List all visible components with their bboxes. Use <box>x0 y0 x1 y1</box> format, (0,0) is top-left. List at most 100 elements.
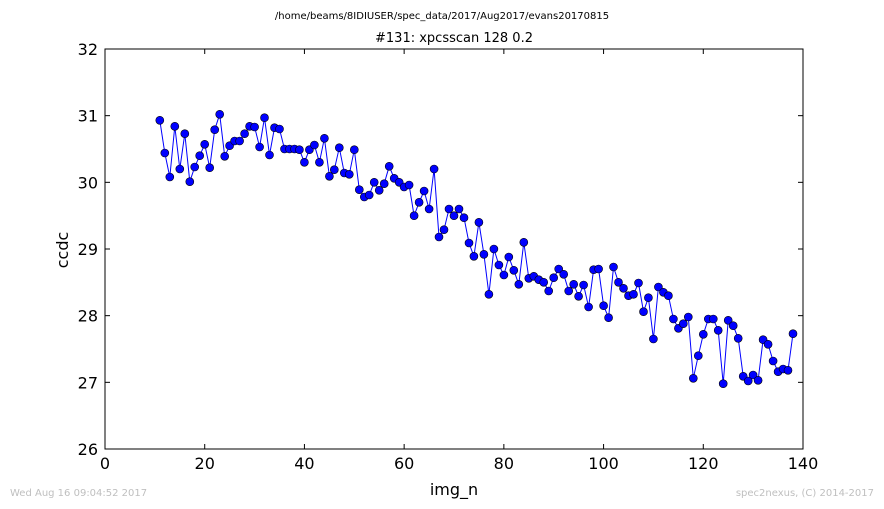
data-point <box>310 140 319 150</box>
data-point <box>464 238 474 248</box>
data-point <box>240 129 249 138</box>
data-point <box>384 162 394 171</box>
data-point <box>539 277 549 287</box>
data-point <box>698 329 708 339</box>
x-tick-label: 80 <box>494 454 514 473</box>
figure-suptitle: /home/beams/8IDIUSER/spec_data/2017/Aug2… <box>275 11 609 22</box>
data-point <box>235 136 244 146</box>
data-point <box>708 314 718 324</box>
data-point <box>265 150 274 160</box>
data-point <box>419 186 429 196</box>
data-point <box>404 180 414 190</box>
data-point <box>200 140 209 149</box>
data-point <box>444 204 454 214</box>
data-point <box>713 325 723 335</box>
data-point <box>484 289 494 299</box>
data-point <box>783 365 793 375</box>
data-point <box>190 162 199 172</box>
data-point <box>554 264 564 274</box>
data-point <box>574 291 583 301</box>
chart-title: #131: xpcsscan 128 0.2 <box>375 31 533 46</box>
plot-layer <box>155 110 798 389</box>
data-point <box>494 260 504 270</box>
data-point <box>300 158 309 167</box>
data-point <box>619 283 628 293</box>
data-point <box>409 211 419 220</box>
data-point <box>604 313 613 323</box>
data-point <box>364 190 374 200</box>
data-point <box>469 251 479 261</box>
data-point <box>693 351 703 361</box>
data-point <box>549 273 559 283</box>
footer-credit: spec2nexus, (C) 2014-2017 <box>735 488 874 499</box>
y-tick-label: 31 <box>78 107 98 126</box>
x-tick-label: 40 <box>294 454 314 473</box>
data-point <box>599 301 608 311</box>
data-point <box>763 339 773 349</box>
data-point <box>424 204 434 214</box>
data-point <box>728 321 738 331</box>
data-point <box>205 163 214 172</box>
y-tick-label: 28 <box>78 307 98 326</box>
data-point <box>544 286 554 296</box>
data-point <box>639 307 648 317</box>
x-tick-label: 60 <box>394 454 414 473</box>
data-point <box>743 376 753 386</box>
data-point <box>748 370 758 380</box>
x-tick-label: 140 <box>788 454 819 473</box>
data-point <box>753 375 763 385</box>
x-tick-label: 20 <box>195 454 215 473</box>
data-point <box>315 158 324 167</box>
data-point <box>514 279 524 289</box>
data-point <box>768 356 778 366</box>
data-point <box>185 177 195 186</box>
data-point <box>654 282 663 292</box>
data-point <box>459 213 469 222</box>
data-point <box>788 329 798 339</box>
data-point <box>429 164 439 174</box>
data-point <box>723 315 733 325</box>
data-point <box>260 113 269 122</box>
data-point <box>559 269 569 279</box>
data-point <box>479 250 489 259</box>
data-point <box>344 170 354 179</box>
data-point <box>180 129 190 138</box>
data-point <box>584 302 593 312</box>
data-point <box>170 122 180 131</box>
data-point <box>509 265 519 275</box>
data-point <box>629 289 638 299</box>
footer-timestamp: Wed Aug 16 09:04:52 2017 <box>10 488 148 499</box>
data-point <box>454 204 464 214</box>
data-point <box>649 334 658 344</box>
data-point <box>664 291 673 301</box>
data-point <box>614 277 623 287</box>
x-tick-label: 120 <box>688 454 719 473</box>
data-point <box>683 312 693 322</box>
data-point <box>634 278 643 288</box>
data-point <box>439 225 449 234</box>
data-point <box>669 314 678 324</box>
data-point <box>609 262 618 272</box>
data-point <box>250 122 259 132</box>
axes: 0 20 40 60 80 100 120 140 26 27 28 29 30 31 32 <box>78 40 819 473</box>
data-point <box>369 178 379 187</box>
data-point <box>594 264 603 274</box>
x-axis-label: img_n <box>430 480 478 500</box>
data-point <box>489 244 499 254</box>
x-tick-label: 100 <box>588 454 619 473</box>
data-point <box>718 379 728 389</box>
y-tick-label: 29 <box>78 240 98 259</box>
data-point <box>195 151 204 160</box>
y-tick-label: 27 <box>78 373 98 392</box>
data-point <box>414 198 424 207</box>
y-tick-label: 32 <box>78 40 98 59</box>
data-point <box>474 218 484 227</box>
data-point <box>644 293 653 303</box>
data-point <box>504 252 514 262</box>
x-tick-label: 0 <box>100 454 110 473</box>
data-point <box>329 165 339 174</box>
data-point <box>215 110 224 119</box>
data-point <box>275 124 284 134</box>
y-tick-label: 26 <box>78 440 98 459</box>
data-point <box>255 142 264 152</box>
